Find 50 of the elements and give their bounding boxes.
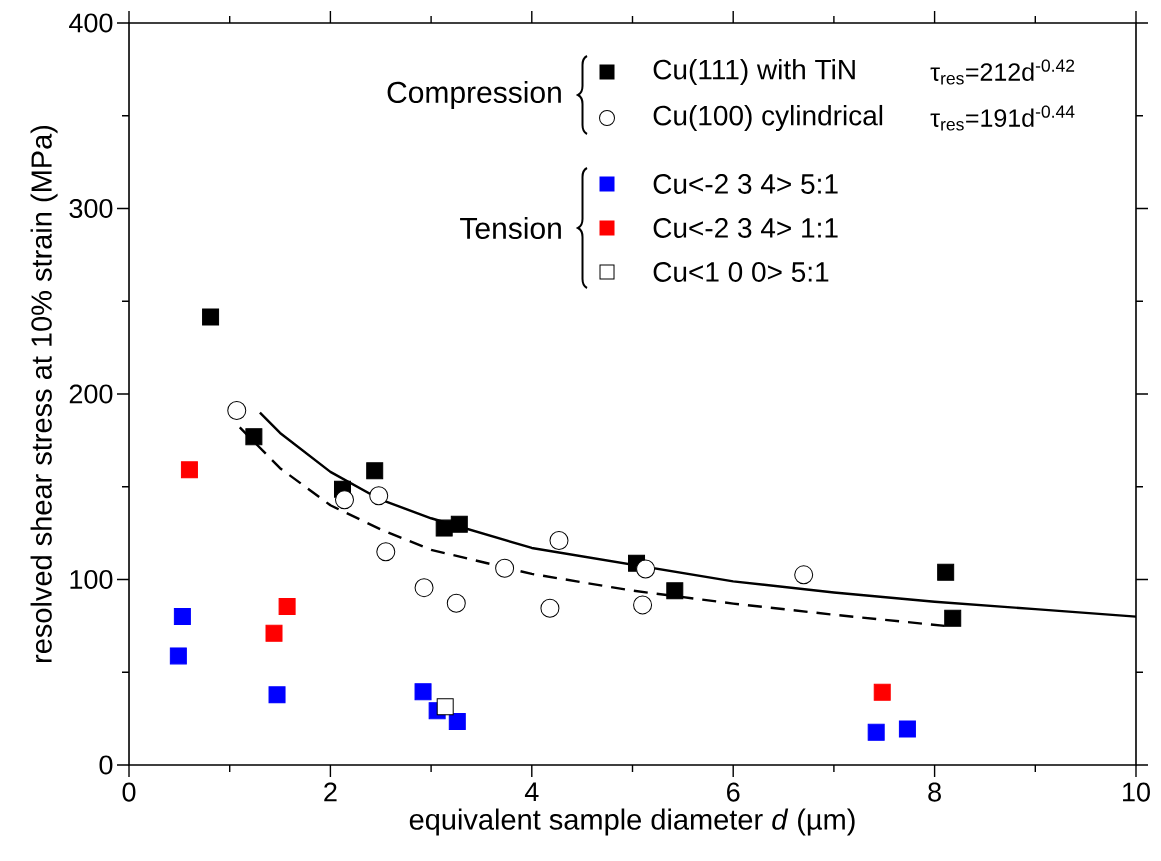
- point: [436, 698, 454, 716]
- point: [335, 490, 354, 510]
- point: [268, 686, 286, 704]
- point: [278, 598, 296, 616]
- x-axis-title: equivalent sample diameter d (µm): [409, 808, 855, 836]
- x-tick-label: 8: [928, 782, 941, 802]
- legend-label: Cu<-2 3 4> 1:1: [653, 218, 838, 238]
- point: [376, 542, 396, 562]
- x-tick-label: 2: [324, 782, 337, 802]
- point: [666, 582, 684, 600]
- point: [366, 462, 384, 480]
- point: [495, 558, 515, 578]
- point: [794, 565, 814, 585]
- annotation: τ$_{res}$=212d$^{-0.42}$: [930, 59, 1075, 85]
- y-tick-label: 300: [69, 198, 113, 219]
- point: [369, 486, 389, 506]
- point: [180, 461, 198, 479]
- point: [636, 559, 656, 579]
- point: [867, 723, 885, 741]
- x-tick-label: 0: [122, 782, 136, 802]
- point: [549, 531, 569, 551]
- point: [173, 608, 191, 626]
- point: [435, 519, 453, 537]
- point: [202, 308, 220, 326]
- legend-label: Cu<-2 3 4> 5:1: [653, 174, 838, 194]
- annotation: τ$_{res}$=191d$^{-0.44}$: [930, 105, 1075, 131]
- y-axis-title: resolved shear stress at 10% strain (MPa): [30, 125, 58, 663]
- y-tick-label: 100: [70, 569, 113, 590]
- y-tick-label: 0: [99, 755, 113, 775]
- annotation: Tension: [460, 216, 561, 240]
- point: [169, 647, 187, 665]
- point: [944, 609, 962, 627]
- x-tick-label: 4: [524, 782, 539, 802]
- y-tick-label: 200: [69, 384, 113, 404]
- annotation: Compression: [387, 81, 561, 109]
- point: [448, 713, 466, 731]
- point: [265, 624, 283, 642]
- legend-label: Cu(111) with TiN: [653, 58, 855, 86]
- point: [245, 428, 263, 446]
- legend-label: Cu(100) cylindrical: [653, 104, 883, 132]
- point: [414, 683, 432, 701]
- point: [227, 401, 247, 420]
- point: [937, 563, 955, 581]
- x-tick-label: 6: [727, 782, 740, 802]
- y-tick-label: 400: [69, 13, 113, 33]
- legend-label: Cu<1 0 0> 5:1: [653, 262, 829, 282]
- x-tick-label: 10: [1123, 782, 1150, 802]
- point: [898, 720, 916, 738]
- point: [450, 515, 468, 533]
- point: [873, 683, 891, 701]
